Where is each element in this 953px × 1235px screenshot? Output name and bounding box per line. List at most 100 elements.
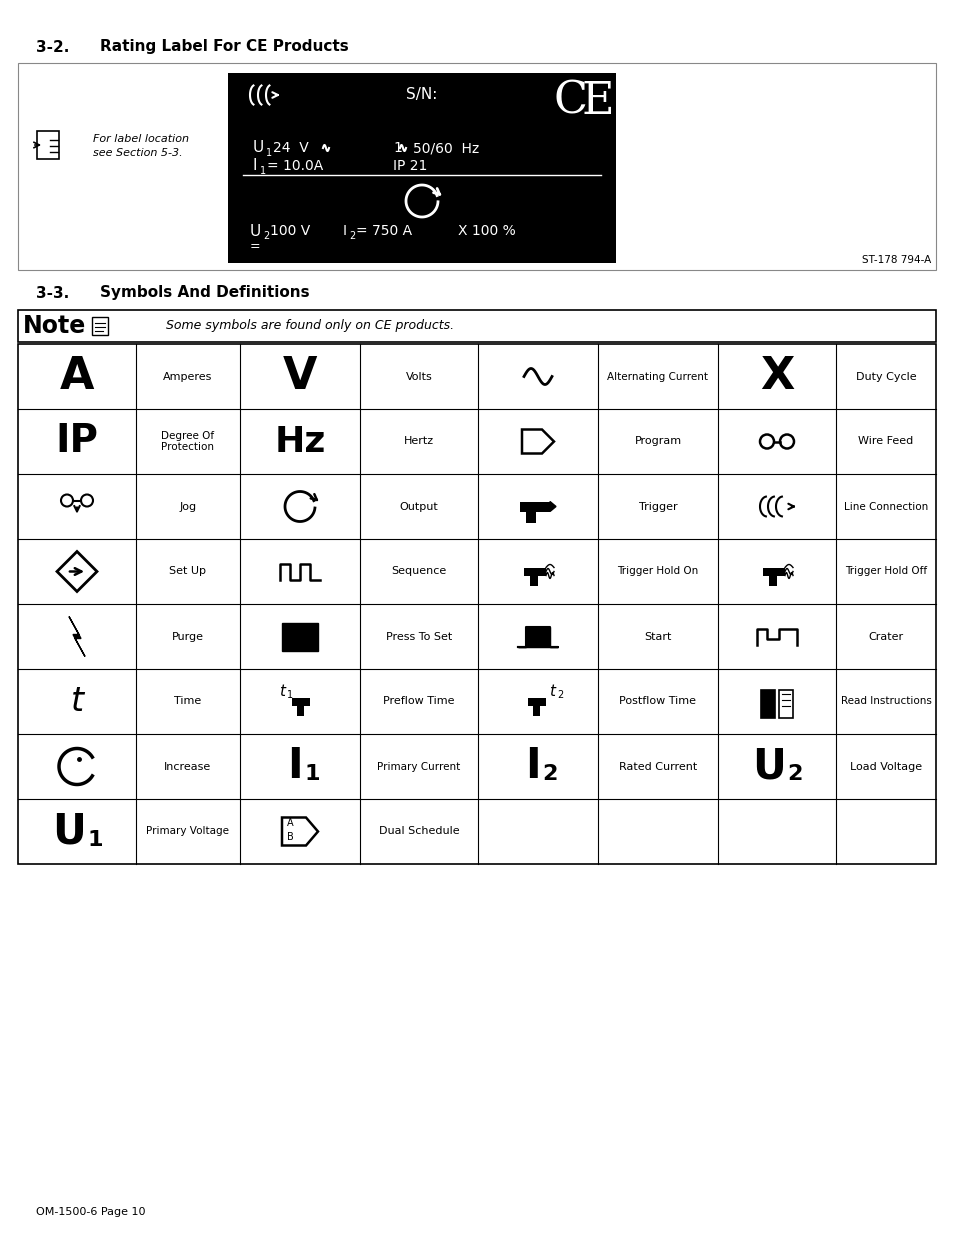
Text: E: E bbox=[581, 79, 614, 122]
Text: Amperes: Amperes bbox=[163, 372, 213, 382]
Polygon shape bbox=[517, 626, 558, 646]
Text: 2: 2 bbox=[541, 764, 558, 784]
Text: For label location: For label location bbox=[92, 135, 189, 144]
Text: OM-1500-6 Page 10: OM-1500-6 Page 10 bbox=[36, 1207, 146, 1216]
Text: Alternating Current: Alternating Current bbox=[607, 372, 708, 382]
Bar bbox=[18, 310, 935, 342]
Text: Symbols And Definitions: Symbols And Definitions bbox=[100, 285, 310, 300]
Text: t: t bbox=[548, 684, 555, 699]
Text: 2: 2 bbox=[263, 231, 269, 241]
Text: I: I bbox=[287, 746, 302, 788]
Text: t: t bbox=[71, 685, 84, 718]
Text: Press To Set: Press To Set bbox=[385, 631, 452, 641]
Text: 1: 1 bbox=[266, 148, 272, 158]
Text: Postflow Time: Postflow Time bbox=[618, 697, 696, 706]
Bar bbox=[523, 568, 545, 576]
Text: 1: 1 bbox=[87, 830, 103, 850]
Text: X: X bbox=[760, 354, 793, 398]
Text: Line Connection: Line Connection bbox=[843, 501, 927, 511]
Text: Volts: Volts bbox=[405, 372, 432, 382]
Text: IP 21: IP 21 bbox=[393, 159, 427, 173]
Text: Load Voltage: Load Voltage bbox=[849, 762, 922, 772]
Text: Jog: Jog bbox=[179, 501, 196, 511]
Bar bbox=[762, 568, 784, 576]
Text: Trigger Hold Off: Trigger Hold Off bbox=[844, 567, 926, 577]
Bar bbox=[228, 73, 616, 263]
Text: Primary Current: Primary Current bbox=[377, 762, 460, 772]
Text: Hertz: Hertz bbox=[403, 436, 434, 447]
Text: 1: 1 bbox=[260, 165, 266, 177]
Text: Some symbols are found only on CE products.: Some symbols are found only on CE produc… bbox=[166, 320, 454, 332]
Bar bbox=[296, 705, 304, 715]
Bar bbox=[18, 63, 935, 270]
Text: Primary Voltage: Primary Voltage bbox=[147, 826, 230, 836]
Text: 2: 2 bbox=[349, 231, 355, 241]
Text: U: U bbox=[52, 810, 86, 852]
Text: = 10.0A: = 10.0A bbox=[267, 159, 323, 173]
Bar bbox=[292, 698, 310, 705]
Text: I: I bbox=[343, 224, 347, 238]
Text: Trigger Hold On: Trigger Hold On bbox=[617, 567, 698, 577]
Text: Read Instructions: Read Instructions bbox=[840, 697, 930, 706]
Text: Hz: Hz bbox=[274, 425, 325, 458]
Text: =: = bbox=[250, 241, 260, 253]
Polygon shape bbox=[550, 501, 556, 511]
Text: ST-178 794-A: ST-178 794-A bbox=[861, 254, 930, 266]
Text: U: U bbox=[253, 141, 264, 156]
Text: U: U bbox=[250, 224, 261, 238]
Text: U: U bbox=[751, 746, 785, 788]
Text: V: V bbox=[282, 354, 317, 398]
Bar bbox=[779, 689, 792, 718]
Text: Rating Label For CE Products: Rating Label For CE Products bbox=[100, 40, 349, 54]
Text: Program: Program bbox=[634, 436, 680, 447]
Text: t: t bbox=[278, 684, 285, 699]
Text: 1: 1 bbox=[393, 141, 401, 156]
Text: S/N:: S/N: bbox=[406, 88, 437, 103]
Text: Time: Time bbox=[174, 697, 201, 706]
Text: see Section 5-3.: see Section 5-3. bbox=[92, 148, 182, 158]
Text: 1: 1 bbox=[304, 764, 319, 784]
Bar bbox=[533, 705, 539, 715]
Text: Note: Note bbox=[24, 314, 87, 338]
Text: Purge: Purge bbox=[172, 631, 204, 641]
Text: B: B bbox=[287, 832, 294, 842]
Text: Preflow Time: Preflow Time bbox=[383, 697, 455, 706]
Text: Set Up: Set Up bbox=[170, 567, 206, 577]
Text: Degree Of
Protection: Degree Of Protection bbox=[161, 431, 214, 452]
Text: 100 V: 100 V bbox=[270, 224, 310, 238]
Text: 3-2.: 3-2. bbox=[36, 40, 70, 54]
Text: Dual Schedule: Dual Schedule bbox=[378, 826, 458, 836]
Text: Sequence: Sequence bbox=[391, 567, 446, 577]
Bar bbox=[37, 131, 59, 159]
Text: Duty Cycle: Duty Cycle bbox=[855, 372, 915, 382]
Bar bbox=[91, 317, 108, 335]
Text: Rated Current: Rated Current bbox=[618, 762, 697, 772]
Bar bbox=[768, 576, 776, 585]
Text: I: I bbox=[253, 158, 257, 173]
Text: 24  V: 24 V bbox=[273, 141, 309, 156]
Text: Trigger: Trigger bbox=[638, 501, 677, 511]
Text: 2: 2 bbox=[786, 764, 801, 784]
Text: = 750 A: = 750 A bbox=[355, 224, 412, 238]
Text: Crater: Crater bbox=[867, 631, 902, 641]
Text: 1: 1 bbox=[287, 690, 293, 700]
Text: I: I bbox=[525, 746, 540, 788]
Text: A: A bbox=[287, 819, 294, 829]
Text: Increase: Increase bbox=[164, 762, 212, 772]
Text: Start: Start bbox=[643, 631, 671, 641]
Text: 3-3.: 3-3. bbox=[36, 285, 70, 300]
Text: 2: 2 bbox=[557, 690, 562, 700]
Bar bbox=[282, 622, 317, 651]
Text: A: A bbox=[60, 354, 94, 398]
Text: C: C bbox=[554, 79, 587, 122]
Bar bbox=[519, 501, 550, 511]
Bar bbox=[18, 345, 935, 864]
Text: Output: Output bbox=[399, 501, 438, 511]
Polygon shape bbox=[69, 616, 85, 657]
Bar bbox=[525, 510, 536, 522]
Text: IP: IP bbox=[55, 422, 98, 461]
Text: X 100 %: X 100 % bbox=[457, 224, 516, 238]
Bar bbox=[527, 698, 545, 705]
Bar bbox=[530, 576, 537, 585]
Bar bbox=[760, 689, 774, 718]
